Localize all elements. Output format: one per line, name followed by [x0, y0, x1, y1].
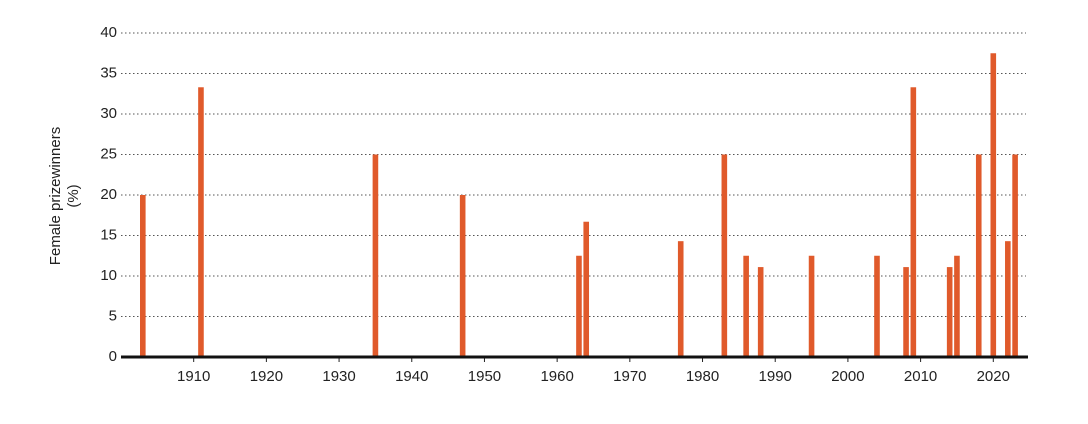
- x-tick-label: 1960: [540, 368, 573, 385]
- bar: [808, 255, 815, 357]
- x-tick-label: 1950: [468, 368, 501, 385]
- y-tick-label: 35: [100, 64, 117, 81]
- bar: [990, 53, 997, 357]
- y-tick-label: 30: [100, 105, 117, 122]
- bar: [583, 221, 590, 357]
- bar: [874, 255, 880, 357]
- x-tick-label: 1980: [686, 368, 719, 385]
- y-axis-label: Female prizewinners: [47, 127, 64, 265]
- bar: [743, 255, 749, 357]
- bar: [459, 195, 466, 357]
- x-tick-label: 1970: [613, 368, 646, 385]
- x-tick-label: 1940: [395, 368, 428, 385]
- y-tick-label: 0: [109, 348, 117, 365]
- bar: [372, 154, 379, 357]
- bar: [1012, 154, 1018, 357]
- bar: [576, 255, 582, 357]
- x-tick-label: 1930: [322, 368, 355, 385]
- bar: [975, 154, 982, 357]
- bar: [677, 241, 684, 357]
- y-tick-label: 20: [100, 186, 117, 203]
- x-tick-label: 2000: [831, 368, 864, 385]
- x-tick-label: 1990: [759, 368, 792, 385]
- bar: [198, 87, 204, 358]
- x-tick-label: 2010: [904, 368, 937, 385]
- y-tick-label: 25: [100, 145, 117, 162]
- x-tick-label: 1910: [177, 368, 210, 385]
- y-axis-label: (%): [65, 184, 82, 207]
- bar: [954, 255, 960, 357]
- bar: [910, 87, 917, 358]
- x-tick-label: 1920: [250, 368, 283, 385]
- y-tick-label: 40: [100, 24, 117, 41]
- y-tick-label: 10: [100, 267, 117, 284]
- bar: [903, 267, 909, 357]
- bar: [721, 154, 728, 357]
- y-tick-label: 15: [100, 226, 117, 243]
- bar: [946, 267, 953, 357]
- bar: [140, 195, 146, 357]
- y-tick-label: 5: [109, 307, 117, 324]
- bar: [1005, 241, 1011, 357]
- x-tick-label: 2020: [977, 368, 1010, 385]
- bar: [757, 267, 764, 357]
